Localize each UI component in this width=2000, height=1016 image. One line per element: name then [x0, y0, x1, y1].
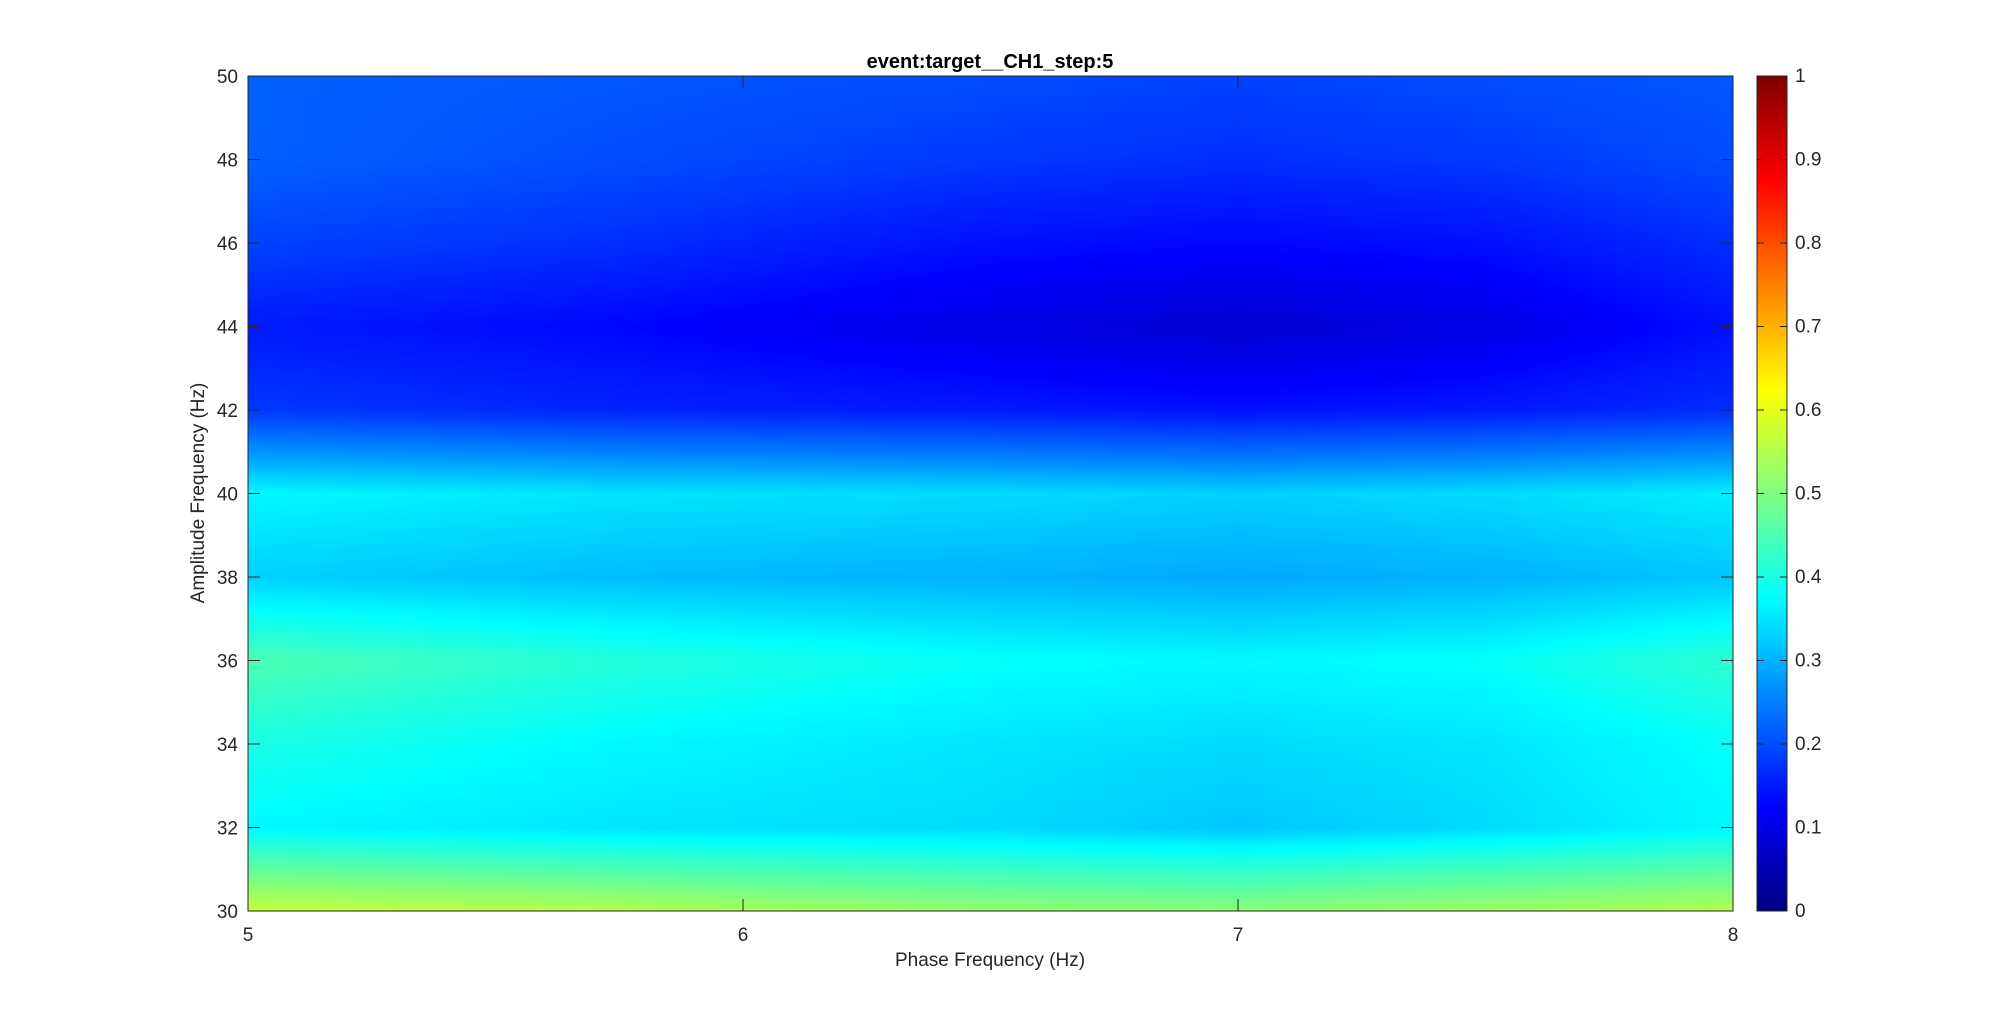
- colorbar-tick-label: 0: [1795, 901, 1806, 922]
- y-tick-label: 42: [217, 401, 238, 422]
- colorbar-tick-label: 1: [1795, 66, 1806, 87]
- x-axis: 5 6 7 8: [243, 76, 1739, 946]
- y-tick-label: 44: [217, 318, 239, 339]
- colorbar-tick-label: 0.2: [1795, 734, 1821, 755]
- y-axis: 30 32 34 36 38 40 42 44 46 48 50: [217, 67, 1733, 923]
- x-tick-label: 7: [1233, 925, 1244, 946]
- x-tick-label: 5: [243, 925, 254, 946]
- y-tick-label: 34: [217, 735, 239, 756]
- chart-title: event:target__CH1_step:5: [867, 51, 1114, 73]
- y-tick-label: 38: [217, 568, 238, 589]
- colorbar-tick-label: 0.9: [1795, 150, 1821, 171]
- colorbar-tick-label: 0.4: [1795, 567, 1822, 588]
- y-tick-label: 48: [217, 151, 238, 172]
- plot-area: [247, 75, 1734, 912]
- y-axis-label: Amplitude Frequency (Hz): [188, 383, 209, 604]
- colorbar-tick-label: 0.6: [1795, 400, 1821, 421]
- colorbar-tick-label: 0.1: [1795, 818, 1821, 839]
- colorbar: 0 0.1 0.2 0.3 0.4 0.5 0.6 0.7 0.8 0.9 1: [1756, 66, 1822, 922]
- colorbar-tick-label: 0.8: [1795, 233, 1821, 254]
- y-tick-label: 40: [217, 485, 238, 506]
- y-tick-label: 30: [217, 902, 238, 923]
- colorbar-ticks: 0 0.1 0.2 0.3 0.4 0.5 0.6 0.7 0.8 0.9 1: [1757, 66, 1822, 922]
- x-tick-label: 6: [738, 925, 749, 946]
- colorbar-tick-label: 0.5: [1795, 484, 1821, 505]
- y-tick-label: 36: [217, 652, 238, 673]
- colorbar-tick-label: 0.7: [1795, 317, 1821, 338]
- y-tick-label: 50: [217, 67, 238, 88]
- x-tick-label: 8: [1728, 925, 1739, 946]
- y-tick-label: 46: [217, 234, 238, 255]
- x-axis-label: Phase Frequency (Hz): [895, 950, 1085, 971]
- heatmap-surface: [248, 76, 1733, 911]
- y-tick-label: 32: [217, 819, 238, 840]
- colorbar-tick-label: 0.3: [1795, 651, 1821, 672]
